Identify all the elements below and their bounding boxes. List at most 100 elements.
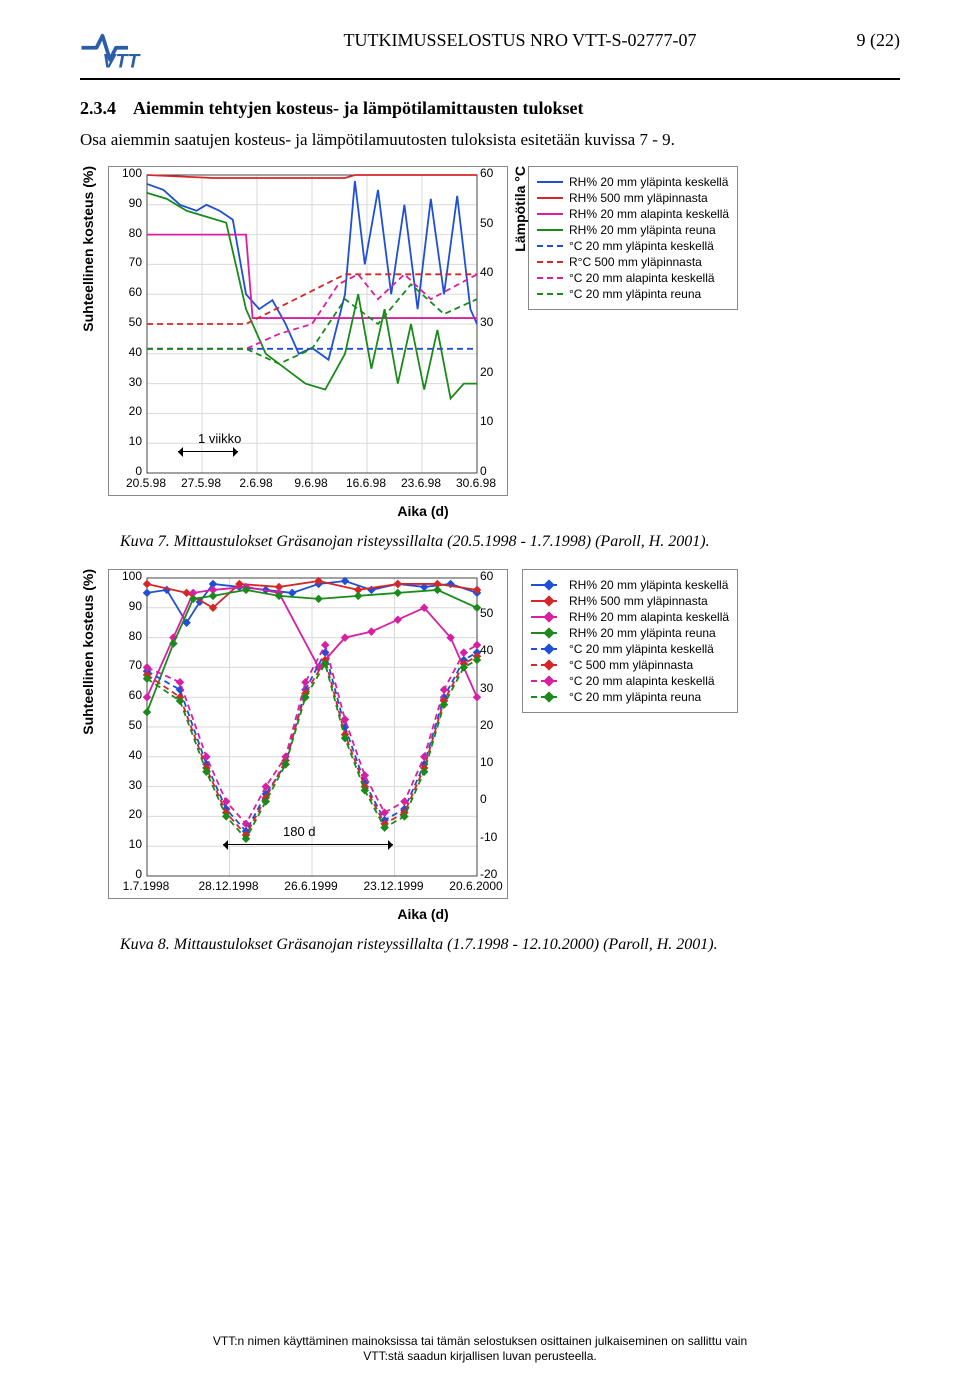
xtick: 27.5.98 [171,476,231,490]
ytick-right: 20 [480,365,493,379]
ytick-right: 20 [480,718,493,732]
legend-swatch [537,181,563,183]
legend-label: °C 20 mm yläpinta keskellä [569,239,714,253]
xtick: 16.6.98 [336,476,396,490]
ytick-left: 50 [112,718,142,732]
legend-label: °C 20 mm yläpinta keskellä [569,642,714,656]
legend-item: °C 20 mm yläpinta keskellä [531,642,729,656]
legend-swatch [537,245,563,247]
ytick-left: 10 [112,434,142,448]
xtick: 26.6.1999 [281,879,341,893]
legend-swatch [537,277,563,279]
ytick-right: -10 [480,830,497,844]
section-heading: 2.3.4 Aiemmin tehtyjen kosteus- ja lämpö… [80,98,900,119]
chart1-ylabel-right: Lämpötila °C [512,166,528,252]
figure-8: Suhteellinen kosteus (%) 180 d 010203040… [80,569,900,928]
ytick-left: 40 [112,345,142,359]
legend-item: RH% 20 mm yläpinta reuna [537,223,729,237]
chart2-arrow [223,844,393,845]
ytick-right: 10 [480,414,493,428]
ytick-left: 50 [112,315,142,329]
svg-text:VTT: VTT [103,50,142,70]
xtick: 23.6.98 [391,476,451,490]
legend-swatch [537,261,563,263]
ytick-right: 40 [480,265,493,279]
ytick-left: 40 [112,748,142,762]
chart2-annotation: 180 d [283,824,316,839]
chart1-ylabel-left: Suhteellinen kosteus (%) [80,166,96,332]
chart1-xlabel: Aika (d) [108,503,738,519]
page-footer: VTT:n nimen käyttäminen mainoksissa tai … [0,1334,960,1365]
ytick-left: 70 [112,255,142,269]
ytick-left: 20 [112,404,142,418]
chart2-plot [108,569,508,899]
ytick-left: 10 [112,837,142,851]
figure-7-caption: Kuva 7. Mittaustulokset Gräsanojan riste… [120,533,900,551]
ytick-right: 40 [480,643,493,657]
legend-item: RH% 20 mm yläpinta keskellä [537,175,729,189]
ytick-right: 30 [480,315,493,329]
vtt-logo: VTT [80,30,200,70]
doc-title: TUTKIMUSSELOSTUS NRO VTT-S-02777-07 [200,30,840,51]
legend-label: °C 20 mm yläpinta reuna [569,287,701,301]
ytick-left: 100 [112,569,142,583]
legend-item: °C 20 mm yläpinta reuna [537,287,729,301]
figure-8-caption: Kuva 8. Mittaustulokset Gräsanojan riste… [120,936,900,954]
chart2-xlabel: Aika (d) [108,906,738,922]
xtick: 20.5.98 [116,476,176,490]
legend-label: °C 20 mm alapinta keskellä [569,271,715,285]
ytick-right: 0 [480,792,487,806]
legend-label: °C 20 mm yläpinta reuna [569,690,701,704]
xtick: 20.6.2000 [446,879,506,893]
legend-item: RH% 20 mm alapinta keskellä [531,610,729,624]
legend-item: °C 20 mm yläpinta keskellä [537,239,729,253]
ytick-left: 90 [112,599,142,613]
footer-line-2: VTT:stä saadun kirjallisen luvan peruste… [0,1349,960,1365]
ytick-right: 50 [480,606,493,620]
ytick-left: 60 [112,688,142,702]
ytick-left: 90 [112,196,142,210]
ytick-right: 60 [480,166,493,180]
chart1-plot [108,166,508,496]
chart1-legend: RH% 20 mm yläpinta keskellä RH% 500 mm yl… [528,166,738,310]
xtick: 28.12.1998 [199,879,259,893]
legend-label: RH% 20 mm yläpinta reuna [569,223,716,237]
page-number: 9 (22) [840,30,900,51]
chart1-annotation: 1 viikko [198,431,241,446]
legend-swatch [537,229,563,231]
legend-label: RH% 20 mm yläpinta reuna [569,626,716,640]
footer-line-1: VTT:n nimen käyttäminen mainoksissa tai … [0,1334,960,1350]
legend-item: RH% 20 mm yläpinta reuna [531,626,729,640]
legend-swatch [537,197,563,199]
legend-item: °C 20 mm alapinta keskellä [537,271,729,285]
ytick-right: 10 [480,755,493,769]
legend-item: RH% 20 mm alapinta keskellä [537,207,729,221]
legend-label: RH% 500 mm yläpinnasta [569,594,708,608]
xtick: 1.7.1998 [116,879,176,893]
xtick: 30.6.98 [446,476,506,490]
ytick-left: 80 [112,226,142,240]
legend-item: RH% 500 mm yläpinnasta [531,594,729,608]
legend-item: °C 20 mm yläpinta reuna [531,690,729,704]
ytick-left: 20 [112,807,142,821]
xtick: 23.12.1999 [364,879,424,893]
section-number: 2.3.4 [80,98,116,118]
legend-label: °C 500 mm yläpinnasta [569,658,693,672]
section-title-text: Aiemmin tehtyjen kosteus- ja lämpötilami… [133,98,583,118]
legend-label: RH% 500 mm yläpinnasta [569,191,708,205]
figure-7: Suhteellinen kosteus (%) 1 viikko 010203… [80,166,900,525]
legend-label: R°C 500 mm yläpinnasta [569,255,702,269]
legend-item: °C 20 mm alapinta keskellä [531,674,729,688]
ytick-left: 60 [112,285,142,299]
header-separator [80,78,900,80]
page-header: VTT TUTKIMUSSELOSTUS NRO VTT-S-02777-07 … [80,30,900,70]
ytick-left: 70 [112,658,142,672]
body-paragraph: Osa aiemmin saatujen kosteus- ja lämpöti… [80,129,900,152]
chart1-arrow [178,451,238,452]
legend-swatch [537,293,563,295]
ytick-left: 80 [112,629,142,643]
legend-label: °C 20 mm alapinta keskellä [569,674,715,688]
xtick: 2.6.98 [226,476,286,490]
ytick-right: 30 [480,681,493,695]
legend-label: RH% 20 mm alapinta keskellä [569,610,729,624]
